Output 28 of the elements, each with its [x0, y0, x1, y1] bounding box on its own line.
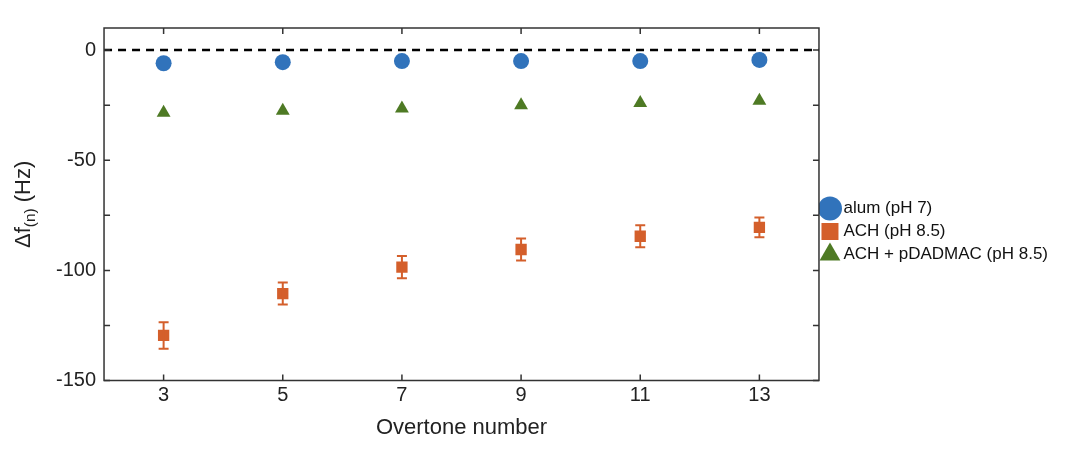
- point: [393, 53, 410, 70]
- x-tick-label: 11: [629, 383, 651, 406]
- point: [752, 92, 767, 105]
- legend-label: ACH (pH 8.5): [843, 221, 946, 241]
- point: [155, 55, 172, 72]
- y-tick-label: -150: [56, 368, 97, 391]
- point: [513, 53, 530, 70]
- legend-label: alum (pH 7): [843, 198, 933, 218]
- y-tick-label: 0: [84, 37, 97, 60]
- x-tick-label: 13: [748, 383, 771, 406]
- point: [751, 51, 768, 68]
- point: [274, 54, 291, 71]
- x-tick-label: 3: [158, 383, 170, 406]
- legend-label: ACH + pDADMAC (pH 8.5): [843, 244, 1049, 264]
- point: [395, 100, 409, 113]
- y-axis-title: Δf(n) (Hz): [10, 160, 38, 248]
- x-axis-title: Overtone number: [375, 413, 548, 439]
- x-tick-label: 9: [515, 383, 527, 406]
- x-tick-label: 5: [277, 383, 289, 406]
- y-tick-label: -100: [56, 257, 97, 280]
- point: [396, 261, 408, 273]
- point: [275, 102, 290, 115]
- point: [156, 104, 171, 117]
- y-tick-label: -50: [67, 147, 97, 170]
- point: [633, 94, 648, 107]
- point: [632, 53, 649, 70]
- point: [514, 97, 529, 110]
- x-tick-label: 7: [396, 383, 408, 406]
